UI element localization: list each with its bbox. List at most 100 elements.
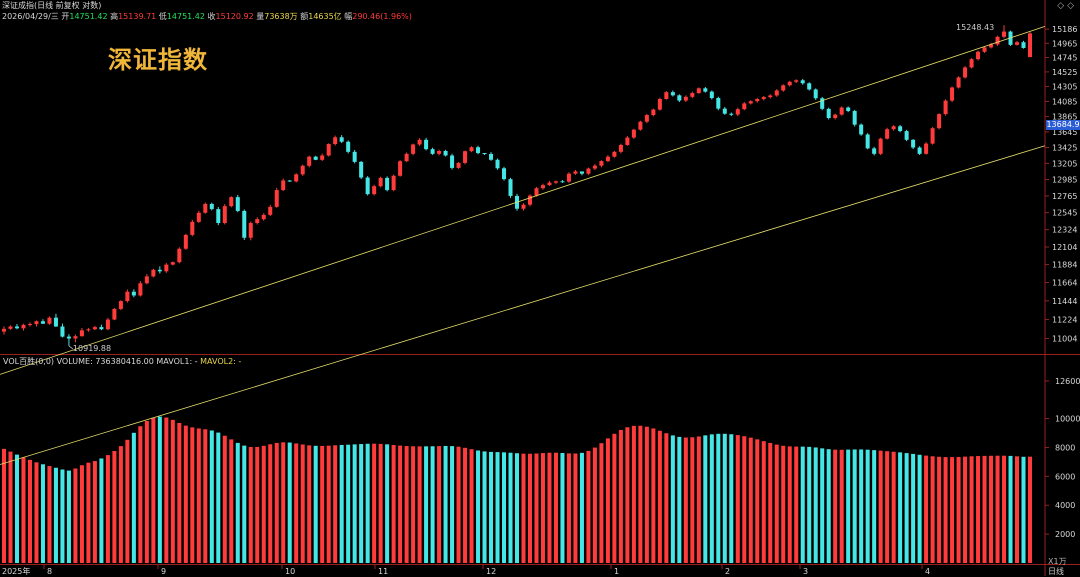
time-axis-label: 4 <box>925 567 930 576</box>
volume-bar <box>787 446 792 563</box>
volume-bar <box>820 448 825 563</box>
candle-body <box>313 156 318 160</box>
candle-body <box>599 161 604 166</box>
window-control-icons[interactable]: ◇ ◇ <box>1057 1 1074 11</box>
volume-bar <box>989 455 994 563</box>
volume-bar <box>443 445 448 563</box>
volume-bar <box>709 434 714 563</box>
candle-body <box>625 137 630 145</box>
candle-body <box>716 98 721 109</box>
price-tick-label: 11444 <box>1052 297 1077 306</box>
volume-bar <box>722 433 727 563</box>
candle-body <box>21 324 26 329</box>
volume-bar <box>105 455 110 563</box>
volume-bar <box>255 446 260 563</box>
candle-body <box>27 324 32 326</box>
volume-bar <box>47 466 52 563</box>
candle-body <box>826 108 831 119</box>
volume-bar <box>735 435 740 563</box>
volume-bar <box>514 453 520 563</box>
candle-body <box>235 197 240 211</box>
candle-body <box>573 171 578 174</box>
candle-body <box>164 264 169 272</box>
volume-bar <box>138 426 143 563</box>
candle-body <box>904 131 909 140</box>
mavol2-value: - <box>238 357 242 366</box>
volume-bar <box>164 417 169 563</box>
candle-body <box>690 93 695 97</box>
candle-body <box>66 336 71 339</box>
volume-bar <box>501 452 507 563</box>
volume-bar <box>638 425 643 563</box>
volume-bar <box>612 433 617 563</box>
volume-bar <box>508 452 513 563</box>
volume-tick-label: 6000 <box>1055 472 1075 481</box>
volume-bar <box>450 446 455 563</box>
close-label: 收 <box>207 12 216 21</box>
candle-body <box>339 137 344 142</box>
price-tick-label: 12545 <box>1052 209 1077 218</box>
volume-bar <box>378 443 383 563</box>
volume-bar <box>670 435 675 563</box>
candle-body <box>437 150 442 154</box>
volume-bar <box>729 434 734 563</box>
volume-bar <box>209 430 214 563</box>
volume-bar <box>151 417 156 563</box>
low-label: 低 <box>158 12 167 21</box>
candle-body <box>144 276 149 284</box>
volume-bar <box>14 454 20 563</box>
candle-body <box>605 156 610 162</box>
candle-body <box>79 330 84 337</box>
candle-body <box>755 98 760 102</box>
candle-body <box>586 168 591 174</box>
price-tick-label: 12324 <box>1052 226 1077 235</box>
volume-bar <box>703 435 708 563</box>
volume-bar <box>566 453 571 563</box>
candle-body <box>800 80 805 84</box>
mavol1-value: - <box>194 357 198 366</box>
candle-body <box>378 177 383 187</box>
candle-body <box>566 173 571 182</box>
candle-body <box>807 83 812 90</box>
volume-bar <box>294 443 299 563</box>
candle-body <box>105 319 110 330</box>
volume-bar <box>79 465 84 563</box>
candle-body <box>885 129 890 139</box>
candle-body <box>781 85 786 91</box>
volume-bar <box>313 445 318 563</box>
volume-bar <box>203 429 208 563</box>
volume-bar <box>216 432 221 563</box>
candle-body <box>209 203 214 210</box>
candle-body <box>118 301 123 309</box>
volume-bar <box>872 450 877 563</box>
volume-indicator-header: VOL百胜(0,0) VOLUME: 736380416.00 MAVOL1: … <box>3 357 241 367</box>
volume-bar <box>625 427 630 563</box>
candle-body <box>372 186 377 195</box>
volume-bar <box>677 436 682 563</box>
volume-bar <box>300 444 305 563</box>
candle-body <box>183 234 188 249</box>
volume-bar <box>430 446 435 563</box>
volume-tick-label: 4000 <box>1055 501 1075 510</box>
candle-body <box>553 181 558 183</box>
candle-body <box>612 151 617 157</box>
candle-body <box>170 262 175 265</box>
period-tab-daily[interactable]: 日线 <box>1048 567 1064 576</box>
volume-bar <box>469 449 474 563</box>
candle-body <box>151 269 156 277</box>
price-tick-label: 12765 <box>1052 192 1077 201</box>
volume-bar <box>86 462 91 563</box>
volume-bar <box>8 451 13 563</box>
volume-bar <box>463 447 468 563</box>
price-tick-label: 14085 <box>1052 97 1077 106</box>
volume-bar <box>852 449 857 563</box>
volume-bar <box>982 455 987 563</box>
volume-bar <box>391 444 396 563</box>
high-label: 高 <box>110 12 119 21</box>
volume-bar <box>385 444 390 563</box>
candle-body <box>638 121 643 130</box>
candle-body <box>411 144 416 154</box>
volume-bar <box>826 449 831 563</box>
candle-body <box>670 92 675 96</box>
